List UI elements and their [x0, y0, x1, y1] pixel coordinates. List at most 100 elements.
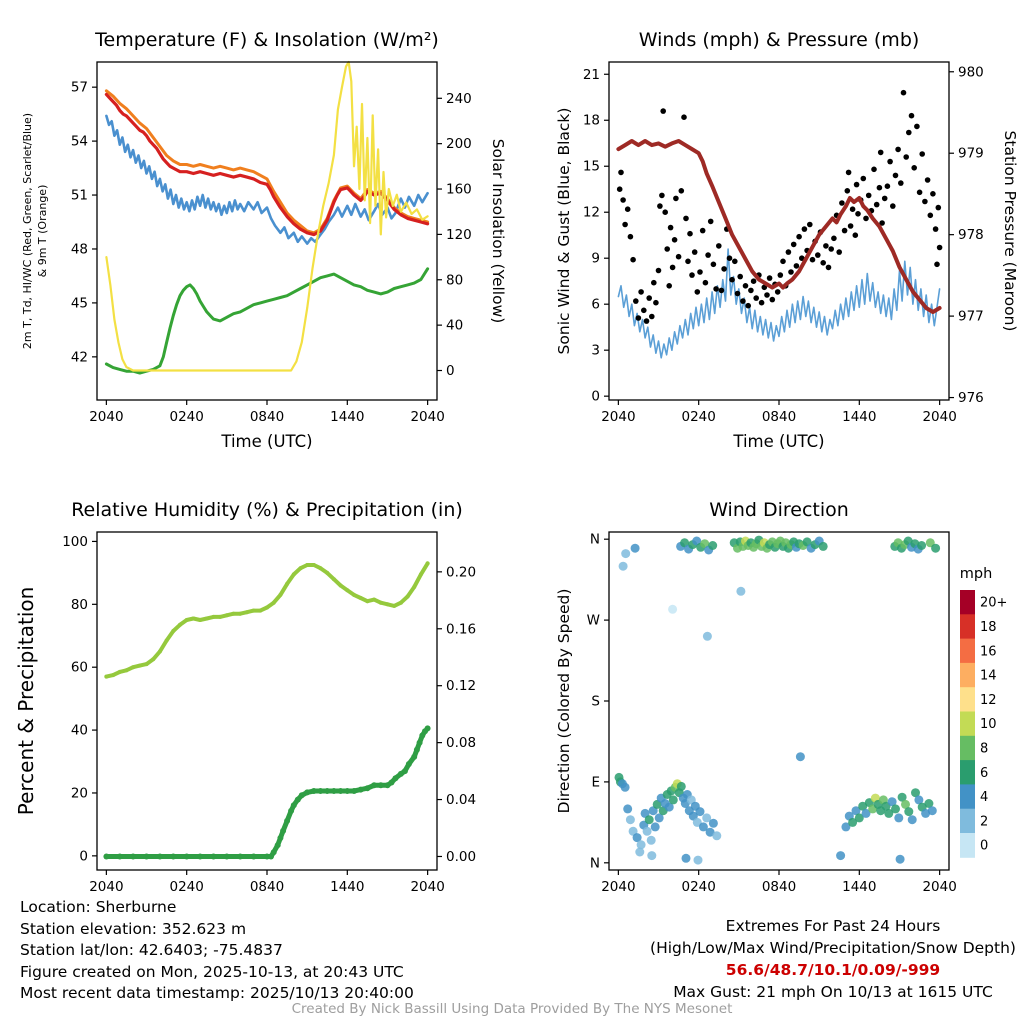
temp-xtick: 0840 [250, 409, 284, 425]
wind-xtick: 1440 [842, 409, 876, 425]
wind-xtick: 0240 [682, 409, 716, 425]
temp-ytick-right: 80 [446, 272, 463, 288]
temp-ytick-left: 54 [71, 134, 88, 150]
rh-ytick-left: 40 [71, 723, 88, 739]
rh-ytick-left: 100 [62, 534, 88, 550]
rh-ytick-right: 0.08 [446, 735, 476, 751]
station-elevation: Station elevation: 352.623 m [20, 919, 247, 938]
temp-ytick-left: 51 [71, 188, 88, 204]
temp-ytick-right: 120 [446, 227, 472, 243]
winds-pressure-svg: Winds (mph) & Pressure (mb) 2040 0240 0840 1… [555, 29, 1019, 451]
rh-ytick-right: 0.12 [446, 678, 476, 694]
rh-ytick-right: 0.00 [446, 849, 476, 865]
temp-title: Temperature (F) & Insolation (W/m²) [94, 29, 439, 51]
rh-xtick: 1440 [330, 879, 364, 895]
speed-legend-label: 6 [980, 766, 988, 781]
temp-ytick-right: 0 [446, 363, 455, 379]
wind-xlabel: Time (UTC) [732, 432, 824, 451]
sonic-wind-blue [617, 248, 941, 359]
station-latlon: Station lat/lon: 42.6403; -75.4837 [20, 941, 283, 959]
temp-xtick: 2040 [410, 409, 444, 425]
rh-xtick: 0240 [170, 879, 204, 895]
temp-ylabel-left: 2m T, Td, HI/WC (Red, Green, Scarlet/Blu… [21, 113, 34, 349]
wind-ylabel-left: Sonic Wind & Gust (Blue, Black) [555, 108, 573, 355]
temp-xlabel: Time (UTC) [220, 432, 312, 451]
winddir-ytick-left: S [591, 694, 600, 710]
temp-ytick-right: 240 [446, 91, 472, 107]
wind-ytick-left: 0 [591, 389, 600, 405]
relative-humidity-line-markers [104, 561, 430, 679]
speed-legend-label: 12 [980, 693, 997, 708]
solar-insolation-yellow [105, 60, 429, 372]
temp-ytick-right: 160 [446, 182, 472, 198]
rh-ytick-right: 0.20 [446, 564, 476, 580]
wind-ytick-right: 977 [958, 309, 984, 325]
winddir-xtick: 1440 [842, 879, 876, 895]
wind-gusts-black [616, 89, 943, 324]
wind-ylabel-right: Station Pressure (Maroon) [1001, 131, 1019, 332]
temp-ylabel-left: & 9m T (Orange) [36, 185, 49, 278]
rh-ylabel-left: Percent & Precipitation [14, 587, 38, 816]
winddir-ytick-left: N [590, 532, 600, 548]
temperature-insolation-chart: Temperature (F) & Insolation (W/m²) 2040 0… [0, 0, 512, 470]
winddir-ylabel-left: Direction (Colored By Speed) [555, 589, 573, 814]
temp-ytick-left: 57 [71, 80, 88, 96]
wind-title: Winds (mph) & Pressure (mb) [639, 29, 920, 51]
wind-ytick-right: 976 [958, 390, 984, 406]
wind-direction-chart: Wind Direction 2040 0240 0840 1440 2040 N W S E N D… [512, 470, 1024, 940]
humidity-precip-svg: Relative Humidity (%) & Precipitation (i… [14, 499, 476, 895]
winddir-title: Wind Direction [709, 499, 849, 521]
extremes-info: Extremes For Past 24 Hours (High/Low/Max… [648, 915, 1018, 1003]
winddir-ytick-left: E [591, 774, 600, 790]
rh-xtick: 0840 [250, 879, 284, 895]
rh-title: Relative Humidity (%) & Precipitation (i… [71, 499, 463, 521]
rh-ytick-left: 0 [79, 848, 88, 864]
wind-ytick-left: 15 [583, 159, 600, 175]
station-info: Location: Sherburne Station elevation: 3… [20, 897, 414, 1005]
speed-legend: 20+ 18 16 14 12 10 8 6 4 2 0 [960, 590, 1007, 858]
wind-ytick-left: 21 [583, 67, 600, 83]
speed-legend-label: 20+ [980, 596, 1007, 611]
wind-direction-points [614, 535, 941, 865]
winddir-xtick: 2040 [922, 879, 956, 895]
wind-xtick: 0840 [762, 409, 796, 425]
temp-ytick-right: 40 [446, 318, 463, 334]
rh-xtick: 2040 [89, 879, 123, 895]
wind-ytick-left: 12 [583, 205, 600, 221]
rh-ytick-right: 0.04 [446, 792, 476, 808]
wind-ytick-left: 3 [591, 343, 600, 359]
rh-ytick-right: 0.16 [446, 621, 476, 637]
credit-line: Created By Nick Bassill Using Data Provi… [291, 1001, 733, 1017]
speed-legend-label: 10 [980, 717, 997, 732]
wind-ytick-left: 18 [583, 113, 600, 129]
figure-created: Figure created on Mon, 2025-10-13, at 20… [20, 962, 404, 981]
max-gust: Max Gust: 21 mph On 10/13 at 1615 UTC [673, 983, 993, 1001]
wind-xtick: 2040 [922, 409, 956, 425]
speed-legend-title: mph [960, 566, 993, 582]
extremes-title: Extremes For Past 24 Hours [725, 917, 941, 935]
wind-ytick-right: 979 [958, 146, 984, 162]
temp-xtick: 0240 [170, 409, 204, 425]
extremes-values: 56.6/48.7/10.1/0.09/-999 [725, 961, 941, 979]
temp-ytick-left: 48 [71, 241, 88, 257]
winddir-ytick-left: N [590, 855, 600, 871]
speed-legend-label: 2 [980, 814, 988, 829]
rh-plot-frame [96, 531, 438, 871]
temp-xtick: 1440 [330, 409, 364, 425]
temperature-insolation-svg: Temperature (F) & Insolation (W/m²) 2040 0… [21, 29, 507, 451]
extremes-subtitle: (High/Low/Max Wind/Precipitation/Snow De… [650, 939, 1016, 957]
temp-ytick-left: 45 [71, 295, 88, 311]
speed-legend-label: 4 [980, 790, 988, 805]
station-pressure-maroon [616, 139, 942, 314]
temp-xtick: 2040 [89, 409, 123, 425]
wind-ytick-left: 9 [591, 251, 600, 267]
rh-ytick-left: 80 [71, 597, 88, 613]
speed-legend-label: 8 [980, 741, 988, 756]
winddir-ytick-left: W [587, 613, 600, 629]
speed-legend-label: 14 [980, 669, 997, 684]
temp-ytick-right: 200 [446, 136, 472, 152]
speed-legend-label: 16 [980, 644, 997, 659]
temp-ylabel-right: Solar Insolation (Yellow) [489, 139, 507, 324]
